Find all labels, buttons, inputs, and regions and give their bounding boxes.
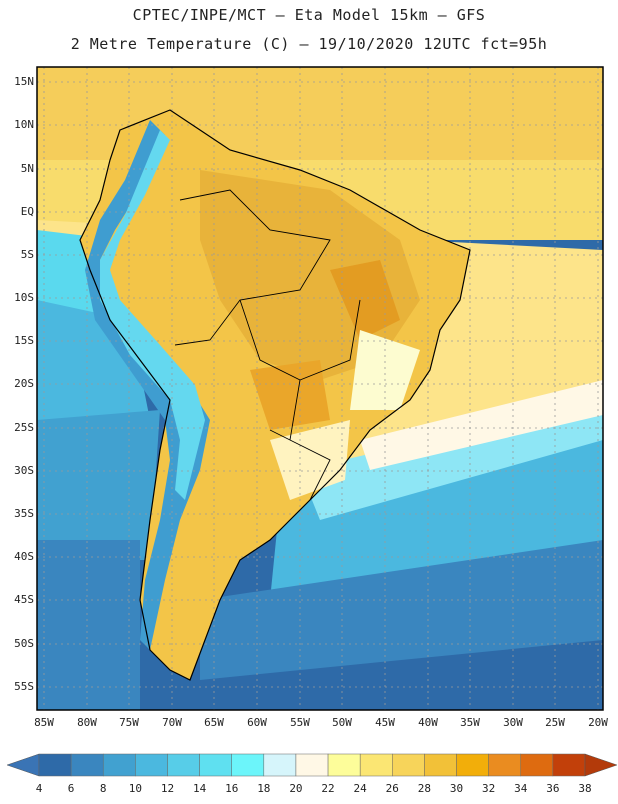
lon-label: 85W bbox=[34, 716, 54, 729]
colorbar-swatch bbox=[199, 753, 232, 777]
colorbar-swatch bbox=[167, 753, 200, 777]
lon-label: 20W bbox=[588, 716, 608, 729]
colorbar-swatch bbox=[231, 753, 265, 777]
colorbar-swatch bbox=[488, 753, 522, 777]
brazil-plateau bbox=[350, 330, 420, 410]
andes-mid bbox=[100, 130, 205, 500]
colorbar-label: 6 bbox=[67, 782, 75, 795]
lat-label: 15N bbox=[14, 75, 34, 88]
lat-label: 50S bbox=[14, 637, 34, 650]
colorbar-label: 32 bbox=[482, 782, 496, 795]
colorbar-swatch bbox=[424, 753, 457, 777]
colorbar-label: 24 bbox=[353, 782, 367, 795]
colorbar-swatch bbox=[359, 753, 393, 777]
lon-label: 30W bbox=[503, 716, 523, 729]
lat-label: 5S bbox=[20, 248, 34, 261]
colorbar-swatch bbox=[263, 753, 297, 777]
colorbar-label: 28 bbox=[417, 782, 432, 795]
lat-label: 20S bbox=[14, 377, 34, 390]
lon-label: 40W bbox=[418, 716, 438, 729]
colorbar-swatch bbox=[520, 753, 554, 777]
colorbar-swatch bbox=[456, 753, 489, 777]
colorbar-swatch bbox=[70, 753, 104, 777]
colorbar-label: 8 bbox=[99, 782, 107, 795]
lat-label: 25S bbox=[14, 421, 34, 434]
pacific-cool3 bbox=[37, 410, 160, 560]
colorbar-swatch bbox=[102, 753, 136, 777]
atlantic-neutral bbox=[360, 380, 603, 470]
colorbar-label: 4 bbox=[35, 782, 43, 795]
lon-label: 50W bbox=[332, 716, 352, 729]
lon-label: 75W bbox=[119, 716, 139, 729]
hot-spot bbox=[330, 260, 400, 340]
lat-label: 10S bbox=[14, 291, 34, 304]
lat-label: 5N bbox=[20, 162, 34, 175]
lon-label: 25W bbox=[545, 716, 565, 729]
colorbar-label: 26 bbox=[385, 782, 399, 795]
lat-label: 35S bbox=[14, 507, 34, 520]
colorbar-high-arrow bbox=[584, 753, 618, 777]
colorbar-label: 18 bbox=[257, 782, 271, 795]
colorbar-label: 12 bbox=[160, 782, 175, 795]
colorbar-label: 22 bbox=[321, 782, 335, 795]
pacific-cool4 bbox=[37, 540, 140, 710]
colorbar bbox=[6, 753, 618, 777]
lat-label: 40S bbox=[14, 550, 34, 563]
lat-label: 55S bbox=[14, 680, 34, 693]
colorbar-label: 14 bbox=[192, 782, 207, 795]
coastline bbox=[79, 109, 471, 681]
colorbar-label: 38 bbox=[578, 782, 592, 795]
lon-label: 65W bbox=[204, 716, 224, 729]
chart-title-line1: CPTEC/INPE/MCT – Eta Model 15km – GFS bbox=[132, 6, 486, 24]
colorbar-swatch bbox=[295, 753, 329, 777]
lon-label: 45W bbox=[375, 716, 395, 729]
country-borders bbox=[174, 189, 361, 501]
lon-label: 55W bbox=[290, 716, 310, 729]
colorbar-label: 20 bbox=[289, 782, 303, 795]
colorbar-swatch bbox=[38, 753, 72, 777]
colorbar-label: 34 bbox=[514, 782, 528, 795]
colorbar-swatch bbox=[392, 753, 425, 777]
lat-label: 10N bbox=[14, 118, 34, 131]
lon-label: 60W bbox=[247, 716, 267, 729]
lon-label: 70W bbox=[162, 716, 182, 729]
hot-spot2 bbox=[250, 360, 330, 430]
lon-label: 35W bbox=[460, 716, 480, 729]
colorbar-label: 30 bbox=[449, 782, 464, 795]
atlantic-south bbox=[200, 540, 603, 680]
colorbar-label: 36 bbox=[546, 782, 560, 795]
colorbar-label: 16 bbox=[225, 782, 239, 795]
map-frame bbox=[36, 66, 604, 711]
andes-cool-ridge bbox=[85, 120, 210, 650]
colorbar-swatch bbox=[135, 753, 168, 777]
lat-label: 45S bbox=[14, 593, 34, 606]
graticule bbox=[37, 67, 603, 710]
colorbar-swatch bbox=[327, 753, 361, 777]
colorbar-low-arrow bbox=[6, 753, 40, 777]
lon-label: 80W bbox=[77, 716, 97, 729]
lat-label: 30S bbox=[14, 464, 34, 477]
lat-label: 15S bbox=[14, 334, 34, 347]
chart-title-line2: 2 Metre Temperature (C) – 19/10/2020 12U… bbox=[70, 35, 548, 53]
colorbar-swatch bbox=[552, 753, 586, 777]
lat-label: EQ bbox=[20, 205, 34, 218]
colorbar-label: 10 bbox=[128, 782, 142, 795]
